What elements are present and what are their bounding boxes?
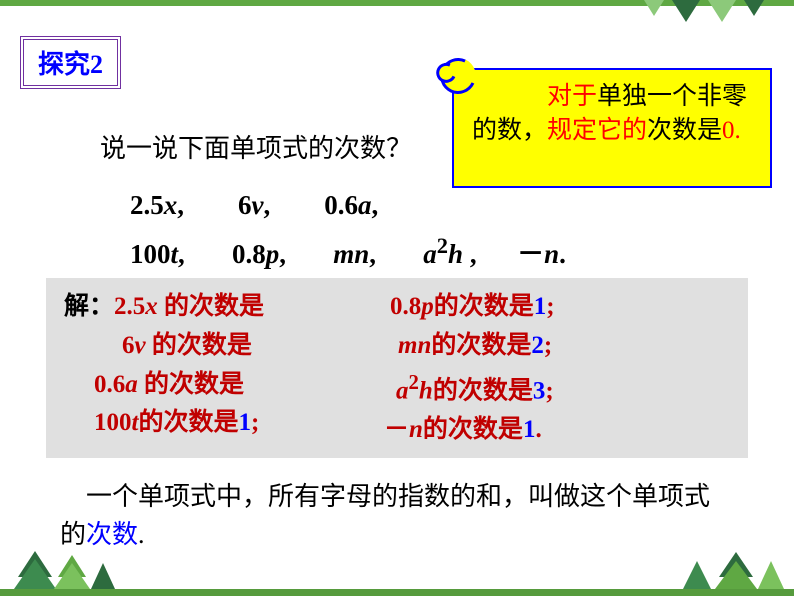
- question-text: 说一说下面单项式的次数？: [100, 128, 412, 165]
- monomial-row1: 2.5x, 6v, 0.6a,: [130, 190, 378, 221]
- callout-red1: 对于: [547, 83, 597, 110]
- sol-line: 0.6a 的次数是: [64, 366, 364, 405]
- sol-line: 解：2.5x 的次数是: [64, 288, 364, 327]
- triangle-icon: [708, 0, 736, 22]
- mono-item: 100t,: [130, 239, 185, 269]
- sol-prefix: 解：: [64, 293, 114, 320]
- callout-text: 对于单独一个非零的数，规定它的次数是0.: [454, 70, 770, 158]
- tree-icon: [52, 553, 92, 589]
- degree-num: 1: [523, 416, 536, 443]
- def-pre: 一个单项式中，所有字母的指数的和，叫做这个单项式的: [60, 482, 710, 549]
- mono-item: 6v,: [238, 190, 270, 220]
- triangle-icon: [672, 0, 700, 22]
- mono-item: 0.8p,: [232, 239, 286, 269]
- degree-num: 3: [533, 377, 546, 404]
- top-triangles: [644, 0, 764, 22]
- mono-item: 0.6a,: [324, 190, 378, 220]
- mono-item: －n.: [517, 239, 566, 269]
- callout-black2: 次数是: [647, 117, 722, 144]
- tree-icon: [756, 559, 786, 589]
- def-key: 次数: [86, 520, 138, 549]
- mono-item: a2h ,: [423, 239, 476, 269]
- triangle-icon: [744, 0, 764, 16]
- tree-icon: [680, 559, 714, 589]
- sol-line: 6v 的次数是: [64, 327, 364, 366]
- degree-num: 1: [534, 293, 547, 320]
- monomial-row2: 100t, 0.8p, mn, a2h , －n.: [130, 232, 566, 271]
- tree-icon: [712, 549, 760, 589]
- callout-box: 对于单独一个非零的数，规定它的次数是0.: [452, 68, 772, 188]
- sol-line: 100t的次数是1;: [64, 404, 364, 443]
- sol-line: 0.8p的次数是1;: [364, 288, 730, 327]
- sol-line: －n的次数是1.: [364, 411, 730, 450]
- def-suf: .: [138, 520, 145, 549]
- mono-item: mn: [333, 239, 369, 269]
- indent: [472, 83, 547, 110]
- comma: ,: [369, 239, 376, 269]
- degree-num: 1: [238, 409, 251, 436]
- solution-box: 解：2.5x 的次数是 6v 的次数是 0.6a 的次数是 100t的次数是1;…: [46, 278, 748, 458]
- mono-item: 2.5x,: [130, 190, 184, 220]
- bottom-border: [0, 589, 794, 596]
- research-label: 探究2: [20, 36, 121, 89]
- callout-red2: 规定它的: [547, 117, 647, 144]
- sol-line: a2h的次数是3;: [364, 366, 730, 411]
- degree-num: 2: [531, 332, 544, 359]
- tree-icon: [88, 561, 118, 589]
- callout-red3: 0.: [722, 117, 741, 144]
- sol-line: mn的次数是2;: [364, 327, 730, 366]
- scroll-inner-icon: [433, 60, 459, 86]
- triangle-icon: [644, 0, 664, 16]
- bottom-scene: [0, 547, 794, 589]
